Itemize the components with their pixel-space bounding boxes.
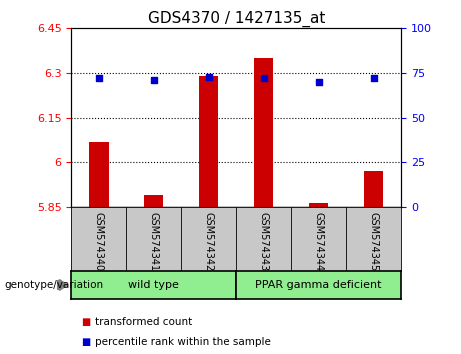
Bar <box>254 58 273 207</box>
Text: GSM574345: GSM574345 <box>369 212 378 272</box>
Text: GSM574341: GSM574341 <box>149 212 159 271</box>
Text: ■: ■ <box>81 317 90 327</box>
Point <box>315 79 322 85</box>
Bar <box>364 171 383 207</box>
Text: GSM574342: GSM574342 <box>204 212 214 272</box>
Point <box>205 74 213 79</box>
Text: transformed count: transformed count <box>95 317 192 327</box>
Text: PPAR gamma deficient: PPAR gamma deficient <box>255 280 382 290</box>
Text: ■: ■ <box>81 337 90 347</box>
Text: GSM574344: GSM574344 <box>313 212 324 271</box>
Bar <box>89 142 108 207</box>
Bar <box>144 195 164 207</box>
Point <box>370 75 377 81</box>
Text: wild type: wild type <box>129 280 179 290</box>
Text: GSM574343: GSM574343 <box>259 212 269 271</box>
Bar <box>309 202 328 207</box>
Text: genotype/variation: genotype/variation <box>5 280 104 290</box>
Title: GDS4370 / 1427135_at: GDS4370 / 1427135_at <box>148 11 325 27</box>
Point <box>260 75 267 81</box>
Bar <box>199 76 219 207</box>
Text: percentile rank within the sample: percentile rank within the sample <box>95 337 271 347</box>
Point <box>150 77 158 83</box>
Text: GSM574340: GSM574340 <box>94 212 104 271</box>
Point <box>95 75 103 81</box>
